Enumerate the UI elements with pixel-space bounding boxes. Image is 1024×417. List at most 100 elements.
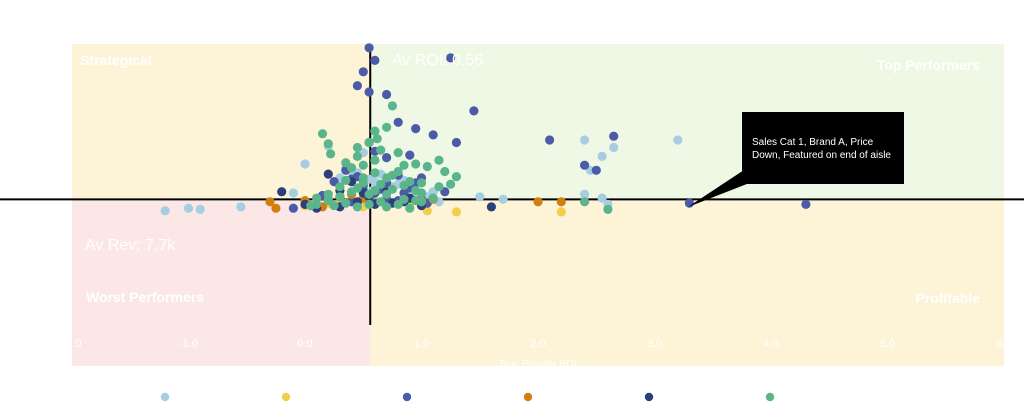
legend	[160, 392, 775, 402]
data-point-series-3	[358, 67, 368, 77]
data-point-series-6	[323, 189, 333, 199]
data-point-series-1	[597, 193, 607, 203]
data-point-series-6	[352, 142, 362, 153]
data-point-series-6	[580, 197, 590, 207]
quadrant-label-top-performers: Top Performers	[877, 57, 980, 73]
data-point-series-6	[382, 202, 392, 212]
quadrant-profitable	[370, 199, 1004, 366]
data-point-series-6	[382, 189, 392, 199]
data-point-series-1	[597, 151, 607, 161]
legend-marker-series-1	[160, 392, 170, 402]
x-axis-ticks: -2.0 -1.0 0.0 1.0 2.0 3.0 4.0 5.0 6.0	[63, 338, 1012, 350]
data-point-series-6	[352, 151, 362, 161]
data-point-series-3	[288, 203, 298, 213]
data-point-series-1	[236, 202, 246, 212]
data-point-series-1	[195, 204, 205, 214]
data-point-series-6	[399, 180, 409, 190]
data-point-series-4	[265, 197, 275, 207]
data-point-series-4	[533, 197, 543, 207]
data-point-series-6	[411, 196, 421, 206]
data-point-series-3	[469, 106, 479, 116]
data-point-series-3	[580, 160, 590, 170]
quadrant-label-worst-performers: Worst Performers	[86, 289, 204, 305]
data-point-series-1	[475, 192, 485, 202]
data-point-series-6	[446, 179, 456, 189]
data-point-series-1	[580, 189, 590, 199]
data-point-series-6	[603, 204, 613, 214]
x-axis-title: True Retailer ROI	[499, 359, 577, 370]
data-point-series-6	[306, 201, 316, 211]
average-revenue-label: Av Rev: 7.7k	[85, 237, 176, 254]
legend-marker-series-2	[281, 392, 291, 402]
data-point-series-6	[399, 160, 409, 170]
data-point-series-6	[416, 178, 427, 188]
data-point-series-6	[434, 155, 444, 165]
data-point-series-6	[370, 185, 380, 196]
data-point-series-6	[364, 137, 374, 148]
quadrant-label-strategical: Strategical	[80, 52, 152, 68]
data-point-series-3	[364, 87, 374, 97]
data-point-series-5	[277, 187, 287, 197]
data-point-series-1	[160, 206, 170, 216]
data-point-series-3	[609, 131, 619, 141]
x-tick-label: -2.0	[63, 338, 82, 350]
data-point-series-3	[364, 43, 374, 53]
data-point-series-6	[399, 194, 409, 204]
data-point-series-6	[393, 148, 403, 158]
annotation-callout: Sales Cat 1, Brand A, Price Down, Featur…	[688, 112, 904, 207]
x-tick-label: 0.0	[297, 338, 312, 350]
data-point-series-3	[446, 53, 456, 63]
data-point-series-6	[451, 172, 461, 182]
data-point-series-3	[382, 89, 392, 100]
callout-box	[742, 112, 904, 184]
data-point-series-3	[393, 117, 403, 127]
callout-text: Sales Cat 1, Brand A, Price Down, Featur…	[752, 137, 891, 161]
data-point-series-1	[300, 159, 310, 169]
data-point-series-6	[364, 199, 374, 209]
data-point-series-3	[352, 81, 362, 91]
x-tick-label: -1.0	[179, 338, 198, 350]
data-point-series-6	[416, 188, 427, 198]
data-point-series-3	[405, 150, 415, 160]
data-point-series-6	[434, 182, 444, 192]
data-point-series-3	[451, 137, 461, 148]
data-point-series-4	[271, 203, 281, 213]
average-roi-label: Av ROI: 0.56	[392, 52, 483, 69]
x-tick-label: 6.0	[996, 338, 1011, 350]
data-point-series-6	[326, 149, 336, 159]
x-tick-label: 3.0	[647, 338, 662, 350]
data-point-series-6	[335, 182, 345, 192]
data-point-series-1	[580, 135, 590, 145]
data-point-series-2	[556, 207, 566, 217]
x-tick-label: 2.0	[530, 338, 545, 350]
data-point-series-3	[591, 165, 601, 175]
data-point-series-6	[341, 158, 351, 168]
data-point-series-6	[347, 187, 357, 197]
legend-marker-series-3	[402, 392, 412, 402]
data-point-series-2	[451, 207, 461, 217]
data-point-series-6	[387, 101, 397, 111]
data-point-series-6	[341, 175, 351, 185]
data-point-series-6	[329, 201, 339, 211]
data-point-series-6	[405, 203, 415, 213]
legend-marker-series-4	[523, 392, 533, 402]
data-point-series-6	[317, 129, 328, 139]
data-point-series-6	[358, 178, 368, 188]
data-point-series-6	[370, 155, 380, 165]
data-point-series-1	[183, 203, 194, 213]
data-points	[160, 43, 811, 217]
data-point-series-6	[422, 161, 432, 172]
quadrant-label-profitable: Profitable	[915, 290, 980, 306]
data-point-series-6	[370, 168, 380, 178]
data-point-series-3	[428, 130, 438, 140]
data-point-series-6	[341, 198, 351, 208]
data-point-series-3	[382, 153, 392, 163]
data-point-series-6	[358, 160, 368, 170]
x-tick-label: 1.0	[414, 338, 429, 350]
x-tick-label: 4.0	[763, 338, 778, 350]
data-point-series-6	[372, 134, 382, 144]
callout-pointer	[688, 170, 752, 207]
data-point-series-6	[352, 202, 362, 212]
quadrant-strategical	[72, 44, 371, 200]
